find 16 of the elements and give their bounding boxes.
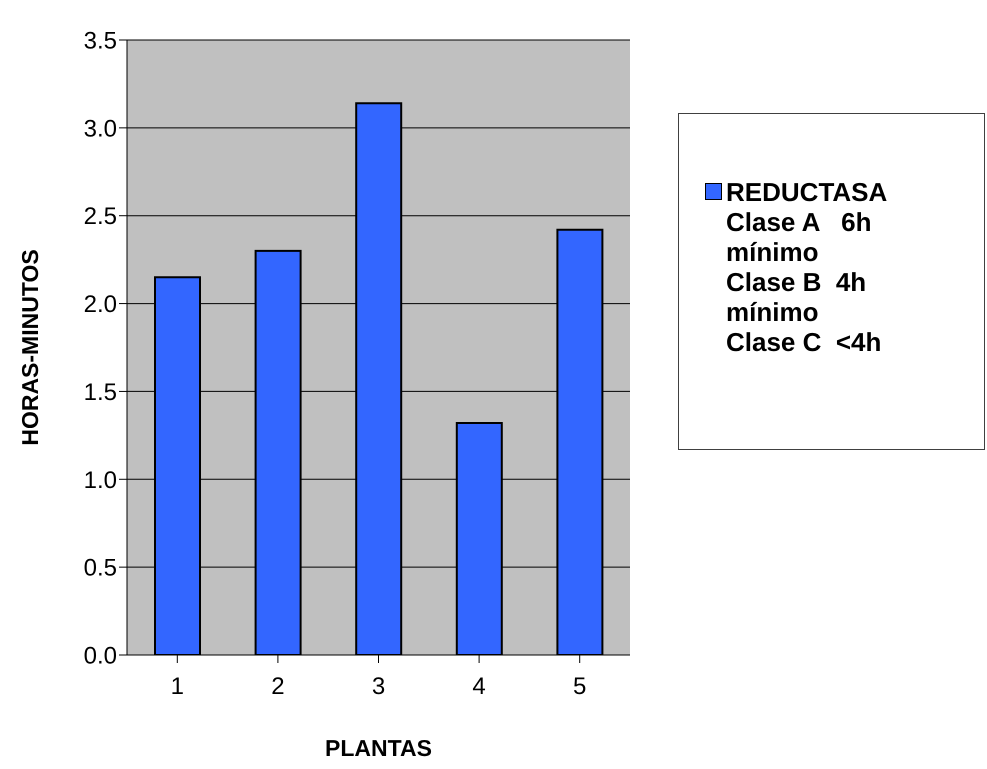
- x-axis-title: PLANTAS: [325, 735, 432, 761]
- y-tick-label: 1.5: [84, 378, 117, 406]
- y-tick-label: 0.0: [84, 642, 117, 670]
- y-tick-label: 2.5: [84, 203, 117, 230]
- legend-label: REDUCTASA Clase A 6h mínimo Clase B 4h mínimo Clase C <4h: [726, 176, 888, 356]
- y-tick-label: 2.0: [84, 291, 117, 318]
- y-tick-label: 3.5: [84, 28, 117, 55]
- x-tick-label: 3: [372, 673, 386, 700]
- y-tick-label: 1.0: [84, 466, 117, 494]
- y-tick-label: 0.5: [84, 554, 117, 582]
- x-tick-label: 4: [472, 673, 486, 700]
- x-tick-label: 2: [271, 673, 285, 700]
- x-tick-label: 1: [170, 673, 184, 700]
- x-tick-label: 5: [573, 673, 586, 700]
- y-tick-label: 3.0: [84, 115, 117, 142]
- y-axis-title: HORAS-MINUTOS: [17, 249, 43, 446]
